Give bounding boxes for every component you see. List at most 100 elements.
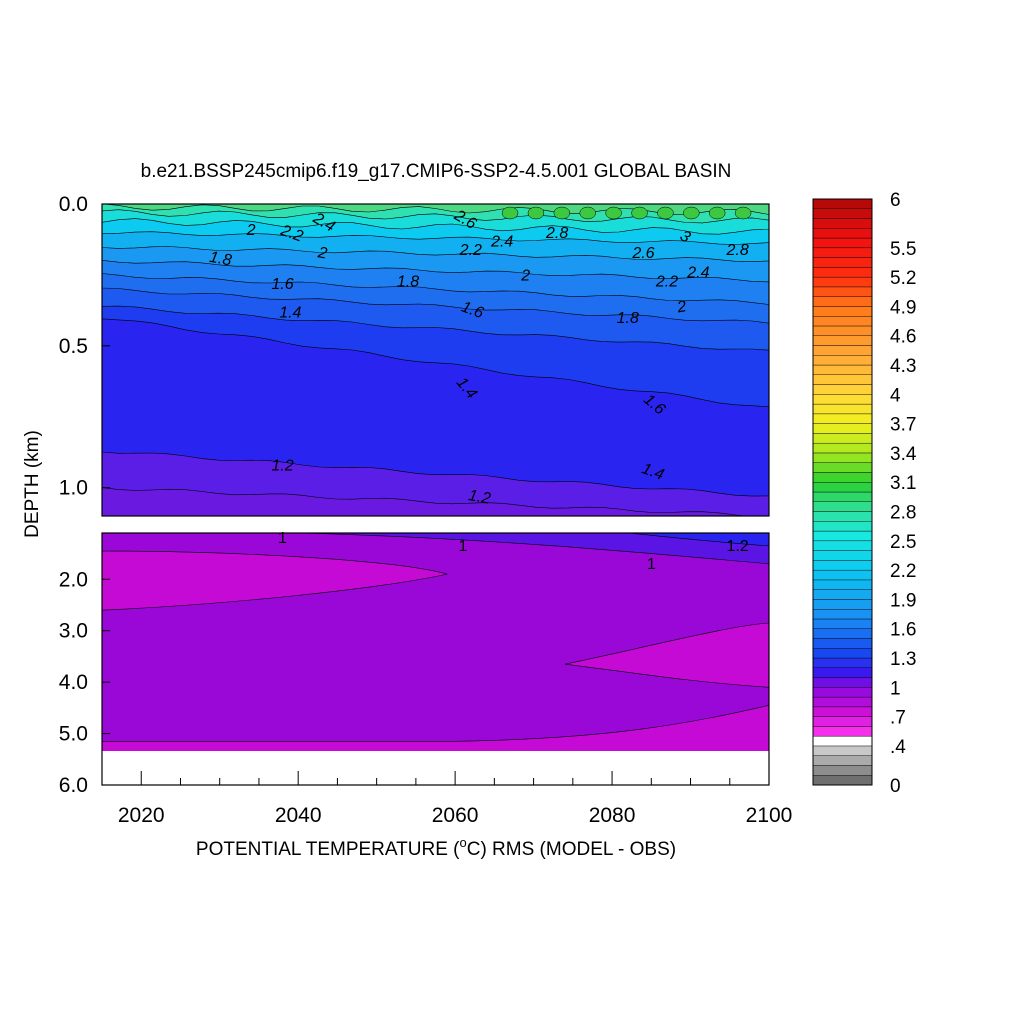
upper-panel: 2 2.2 2.41.8 22.62.42.22.8 32.6 2.81.6 1.8 2 2.2… xyxy=(59,193,770,517)
colorbar-box xyxy=(812,462,873,473)
upper-contour-label: 1.8 xyxy=(208,249,233,270)
upper-contour-label: 2.2 xyxy=(278,222,306,246)
colorbar-box xyxy=(812,394,873,405)
lower-tongue-right xyxy=(564,622,769,688)
lower-contour-label: 1 xyxy=(459,538,468,555)
colorbar-box xyxy=(812,530,873,542)
upper-contour-label: 1.8 xyxy=(397,273,419,290)
colorbar-label: 1 xyxy=(890,678,901,699)
colorbar-box xyxy=(812,638,873,649)
upper-surface-peak xyxy=(579,206,596,220)
lower-top-layer xyxy=(298,533,769,565)
colorbar-box xyxy=(812,413,873,424)
colorbar-box xyxy=(812,609,873,620)
lower-y-tick-label: 2.0 xyxy=(59,568,88,591)
colorbar-label: 4.3 xyxy=(890,356,916,377)
upper-contour-label: 2 xyxy=(246,222,256,239)
x-tick-label: 2080 xyxy=(589,804,636,827)
colorbar-box xyxy=(812,696,873,708)
colorbar-label: 3.4 xyxy=(890,444,917,465)
colorbar-box xyxy=(812,706,873,717)
lower-panel: 1 111.2 2.03.04.05.06.0 2020 2040 2060 2080 2… xyxy=(59,530,793,827)
colorbar-box xyxy=(812,423,873,434)
colorbar-box xyxy=(812,775,873,786)
colorbar-box xyxy=(812,442,873,454)
colorbar-label: 2.2 xyxy=(890,561,916,582)
x-axis-label-prefix: POTENTIAL TEMPERATURE ( xyxy=(196,839,460,860)
colorbar-label: .4 xyxy=(890,737,906,758)
upper-surface-peak xyxy=(708,206,726,220)
lower-panel-frame xyxy=(101,532,770,786)
colorbar-box xyxy=(812,657,873,668)
colorbar-box xyxy=(812,501,873,512)
colorbar-box xyxy=(812,355,873,366)
colorbar-box xyxy=(812,335,873,346)
colorbar-box xyxy=(812,677,873,688)
upper-band-2.8 xyxy=(102,204,769,215)
colorbar-box xyxy=(812,198,873,209)
colorbar-box xyxy=(812,267,873,278)
lower-contour-labels: 1 1 1 1.2 xyxy=(278,530,749,573)
colorbar-box xyxy=(812,228,873,239)
lower-contour-label: 1.2 xyxy=(726,538,748,555)
colorbar-box xyxy=(812,482,873,493)
x-axis-label: POTENTIAL TEMPERATURE (oC) RMS (MODEL - … xyxy=(196,835,676,860)
colorbar-box xyxy=(812,765,873,776)
upper-surface-peak xyxy=(527,206,545,220)
colorbar-box xyxy=(812,589,873,600)
colorbar-boxes xyxy=(812,198,873,786)
upper-surface-peak xyxy=(605,206,622,220)
colorbar-box xyxy=(812,384,873,395)
lower-y-tick-label: 5.0 xyxy=(59,723,88,746)
colorbar-box xyxy=(812,306,873,317)
upper-contour-label: 1.6 xyxy=(271,276,293,293)
colorbar-box xyxy=(812,374,873,385)
colorbar-box xyxy=(812,237,873,249)
upper-contour-label: 1.4 xyxy=(279,304,301,321)
colorbar-box xyxy=(812,648,873,659)
colorbar-box xyxy=(812,550,873,561)
colorbar-label: 1.3 xyxy=(890,649,916,670)
colorbar-box xyxy=(812,755,873,766)
colorbar-label: 3.7 xyxy=(890,415,916,436)
lower-y-tick-label: 6.0 xyxy=(59,774,88,797)
colorbar-box xyxy=(812,247,873,258)
colorbar-box xyxy=(812,403,873,415)
colorbar-box xyxy=(812,325,873,336)
colorbar-labels: 6 5.5 5.2 4.9 4.6 4.3 4 3.7 3.4 3.1 2.8 2.5 2.2 1.9 1.… xyxy=(890,190,917,797)
upper-y-tick-label: 0.5 xyxy=(59,335,88,358)
colorbar-box xyxy=(812,540,873,551)
upper-contour-label: 2 xyxy=(675,298,688,316)
colorbar-box xyxy=(812,296,873,307)
colorbar-label: 0 xyxy=(890,776,901,797)
colorbar-label: 1.9 xyxy=(890,590,916,611)
colorbar-box xyxy=(812,257,873,268)
colorbar-box xyxy=(812,276,873,288)
upper-contour-label: 2 xyxy=(520,268,530,285)
colorbar-box xyxy=(812,316,873,327)
colorbar-box xyxy=(812,472,873,483)
upper-contour-label: 2.2 xyxy=(655,273,678,290)
x-axis-label-degree: o xyxy=(459,835,466,850)
upper-panel-frame xyxy=(101,203,770,517)
colorbar-box xyxy=(812,618,873,629)
upper-contour-label: 2.4 xyxy=(686,265,709,282)
upper-y-tick-label: 0.0 xyxy=(59,193,88,216)
colorbar-box xyxy=(812,628,873,639)
colorbar-box xyxy=(812,208,873,219)
upper-contour-fill xyxy=(102,204,769,516)
upper-surface-peak xyxy=(734,206,752,220)
upper-contour-label: 1.8 xyxy=(617,310,639,327)
colorbar-box xyxy=(812,345,873,356)
upper-surface-peak xyxy=(683,206,700,220)
upper-contour-label: 1.4 xyxy=(639,460,666,484)
lower-contour-label: 1 xyxy=(278,530,287,547)
colorbar: 6 5.5 5.2 4.9 4.6 4.3 4 3.7 3.4 3.1 2.8 2.5 2.2 1.9 1.… xyxy=(812,190,917,797)
upper-contour-label: 1.2 xyxy=(271,458,293,475)
colorbar-label: 4 xyxy=(890,385,901,406)
colorbar-box xyxy=(812,687,873,698)
upper-contour-label: 2 xyxy=(316,244,329,262)
colorbar-label: 5.2 xyxy=(890,268,916,289)
colorbar-label: 1.6 xyxy=(890,620,916,641)
lower-y-ticks: 2.0 3.0 4.0 5.0 6.0 xyxy=(59,568,110,797)
